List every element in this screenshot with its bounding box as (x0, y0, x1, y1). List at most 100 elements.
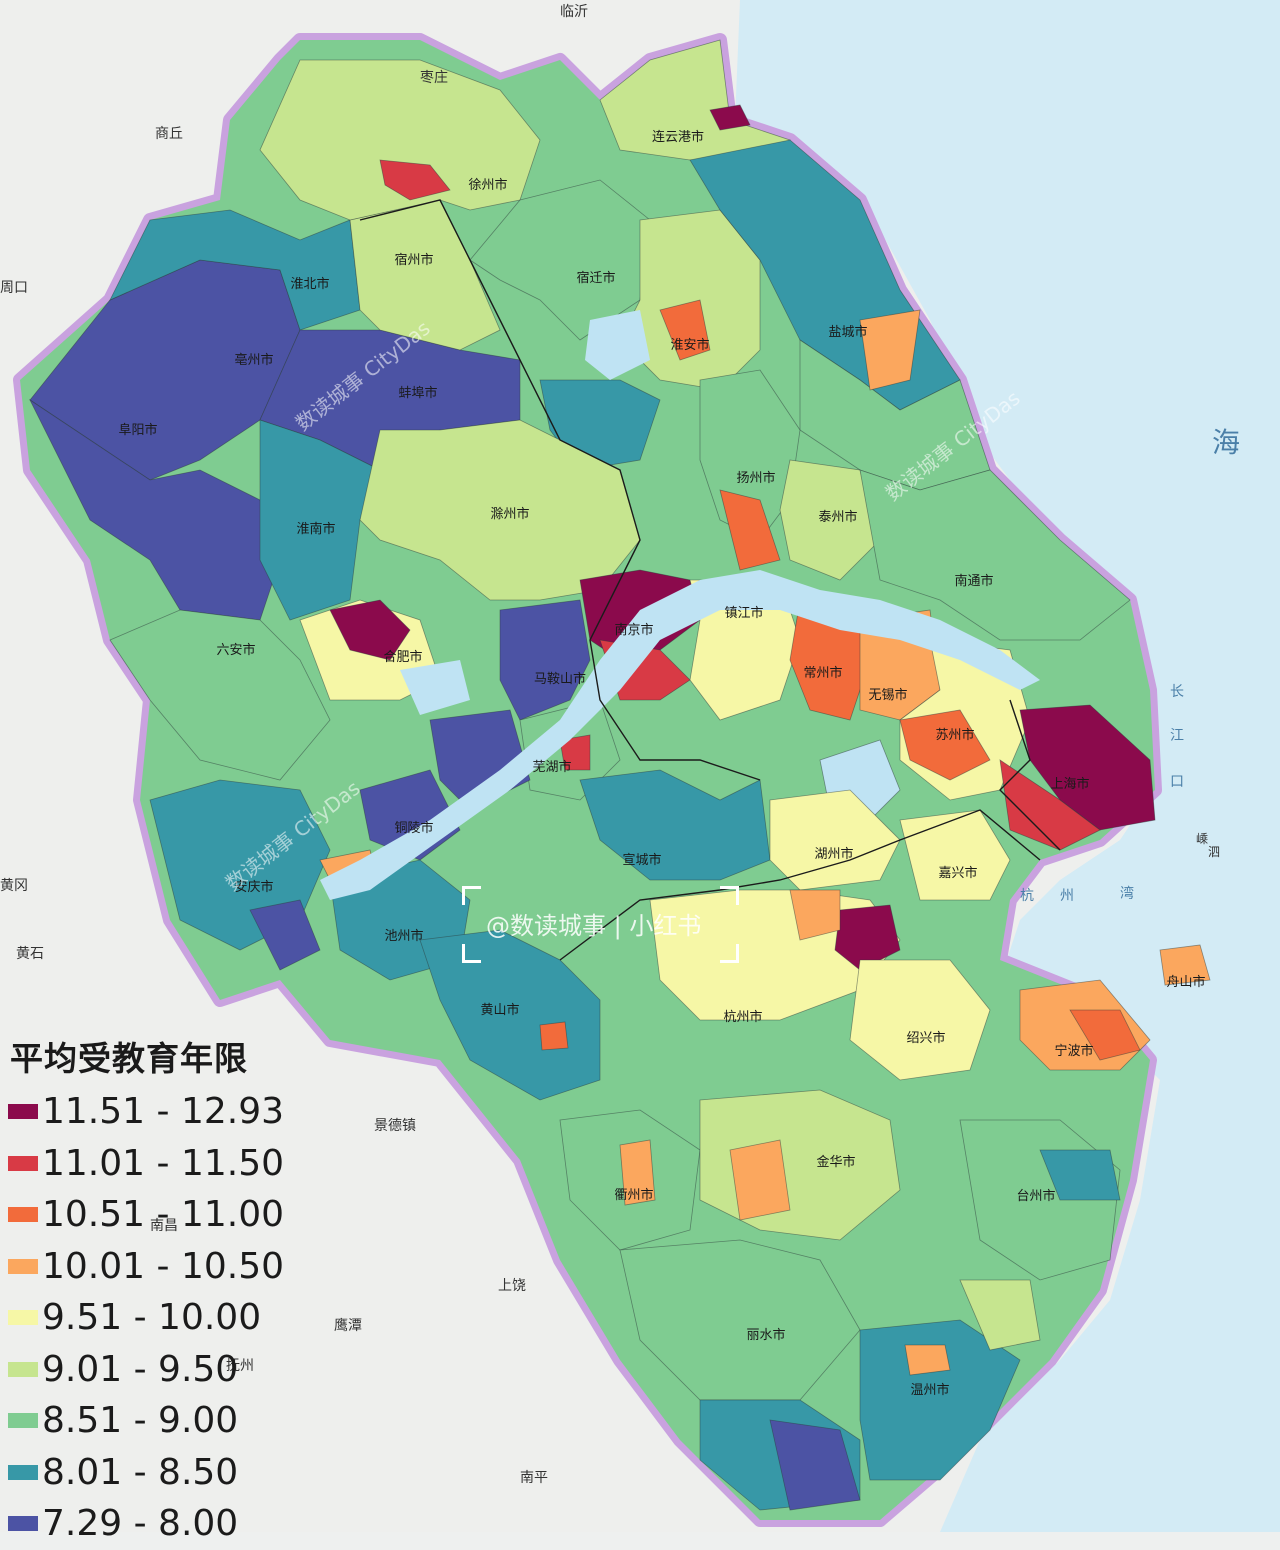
city-label: 嘉兴市 (938, 865, 977, 881)
region-suqian (469, 179, 651, 341)
legend-label: 9.01 - 9.50 (42, 1348, 239, 1390)
legend-label: 11.51 - 12.93 (42, 1091, 284, 1133)
city-labels: 连云港市 徐州市 宿州市 淮北市 宿迁市 淮安市 盐城市 亳州市 蚌埠市 阜阳市… (118, 129, 1205, 1398)
sea-label: 湾 (1120, 885, 1134, 902)
region-zhoushan (1159, 944, 1211, 986)
city-label: 宁波市 (1054, 1043, 1093, 1059)
legend-item: 8.51 - 9.00 (8, 1395, 288, 1447)
legend-label: 11.01 - 11.50 (42, 1142, 284, 1184)
city-label: 宣城市 (622, 852, 661, 868)
city-label: 金华市 (816, 1154, 855, 1170)
city-label: 淮安市 (670, 337, 709, 353)
region-susong (249, 899, 321, 971)
basemap-label: 南昌 (150, 1218, 178, 1234)
yangtze-river (320, 570, 1040, 900)
watermark-frame (720, 886, 739, 905)
region-jinhua-core (729, 1139, 791, 1221)
legend-item: 10.01 - 10.50 (8, 1241, 288, 1293)
region-suzhou-core (899, 709, 991, 781)
basemap-label: 嵊 (1196, 832, 1208, 846)
city-label: 安庆市 (234, 879, 273, 895)
city-label: 台州市 (1016, 1188, 1055, 1204)
city-label: 湖州市 (814, 846, 853, 862)
legend-swatch (8, 1464, 38, 1480)
basemap-label: 抚州 (226, 1358, 254, 1374)
city-label: 连云港市 (652, 129, 704, 145)
region-xuzhou-core (379, 159, 451, 201)
zhejiang-north-border (559, 809, 1041, 961)
region-huangshan (419, 929, 601, 1101)
city-label: 上海市 (1050, 776, 1089, 792)
legend-swatch (8, 1310, 38, 1326)
city-label: 舟山市 (1166, 974, 1205, 990)
legend-item: 9.51 - 10.00 (8, 1292, 288, 1344)
sea-label: 州 (1060, 888, 1074, 904)
legend-swatch (8, 1207, 38, 1223)
region-hefei-core (329, 599, 411, 661)
city-label: 宿迁市 (576, 270, 615, 286)
city-label: 亳州市 (234, 352, 273, 368)
region-shanghai-west (999, 759, 1101, 851)
region-wenzhou-core (904, 1344, 951, 1376)
basemap-labels: 枣庄 商丘 临沂 周口 黄冈 黄石 景德镇 南昌 上饶 鹰潭 抚州 南平 海 长… (0, 4, 1240, 1486)
legend-item: 8.01 - 8.50 (8, 1447, 288, 1499)
region-maanshan (499, 599, 591, 721)
legend-item: 10.51 - 11.00 (8, 1189, 288, 1241)
legend-label: 8.01 - 8.50 (42, 1451, 239, 1493)
center-watermark: @数读城事 | 小红书 (486, 912, 702, 940)
watermark-frame (462, 886, 481, 905)
city-label: 徐州市 (468, 177, 507, 193)
city-label: 蚌埠市 (398, 385, 437, 401)
region-hangzhou-ring (789, 889, 841, 941)
sea-label: 江 (1170, 728, 1184, 744)
city-label: 盐城市 (828, 324, 867, 340)
city-label: 铜陵市 (394, 820, 433, 836)
city-label: 南通市 (954, 573, 993, 589)
legend-label: 10.51 - 11.00 (42, 1194, 284, 1236)
city-label: 淮北市 (290, 276, 329, 292)
city-label: 丽水市 (746, 1327, 785, 1343)
sea-label: 杭 (1020, 888, 1034, 904)
city-label: 六安市 (216, 642, 255, 658)
city-label: 镇江市 (724, 605, 763, 621)
basemap-label: 枣庄 (420, 69, 448, 86)
city-label: 芜湖市 (532, 759, 571, 775)
city-label: 无锡市 (868, 687, 907, 703)
legend-item: 9.01 - 9.50 (8, 1344, 288, 1396)
legend-rows: 11.51 - 12.93 11.01 - 11.50 10.51 - 11.00 1… (8, 1086, 288, 1550)
region-lyg-core (709, 104, 751, 131)
legend-label: 8.51 - 9.00 (42, 1400, 239, 1442)
region-wenzhou (859, 1319, 1021, 1481)
legend-swatch (8, 1361, 38, 1377)
legend-swatch (8, 1104, 38, 1120)
region-huzhou (769, 789, 901, 891)
city-label: 扬州市 (736, 470, 775, 486)
city-label: 合肥市 (383, 649, 422, 665)
watermark-frame (720, 944, 739, 963)
legend-swatch (8, 1155, 38, 1171)
legend-label: 10.01 - 10.50 (42, 1245, 284, 1287)
basemap-label: 鹰潭 (334, 1317, 362, 1334)
city-label: 滁州市 (490, 506, 529, 522)
legend-label: 7.29 - 8.00 (42, 1503, 239, 1545)
city-label: 绍兴市 (906, 1030, 945, 1046)
region-shaoxing (849, 959, 991, 1081)
region-shanghai (1019, 704, 1156, 831)
basemap-label: 南平 (520, 1470, 548, 1486)
city-label: 衢州市 (614, 1187, 653, 1203)
region-jiaxing (899, 809, 1011, 901)
legend-item: 11.51 - 12.93 (8, 1086, 288, 1138)
region-huangshan-core (539, 1021, 569, 1051)
region-liuan (109, 609, 331, 781)
sea-label: 海 (1212, 426, 1240, 459)
city-label: 南京市 (614, 622, 653, 638)
region-yangzhou-core (719, 489, 781, 571)
region-ningbo-core (1069, 1009, 1141, 1061)
basemap-label: 商丘 (155, 126, 183, 142)
basemap-label: 临沂 (560, 4, 588, 20)
city-label: 泰州市 (818, 509, 857, 525)
city-label: 杭州市 (723, 1009, 762, 1025)
choropleth-patches (28, 39, 1211, 1511)
region-huaian-core (659, 299, 711, 361)
anhui-jiangsu-border (359, 199, 761, 781)
